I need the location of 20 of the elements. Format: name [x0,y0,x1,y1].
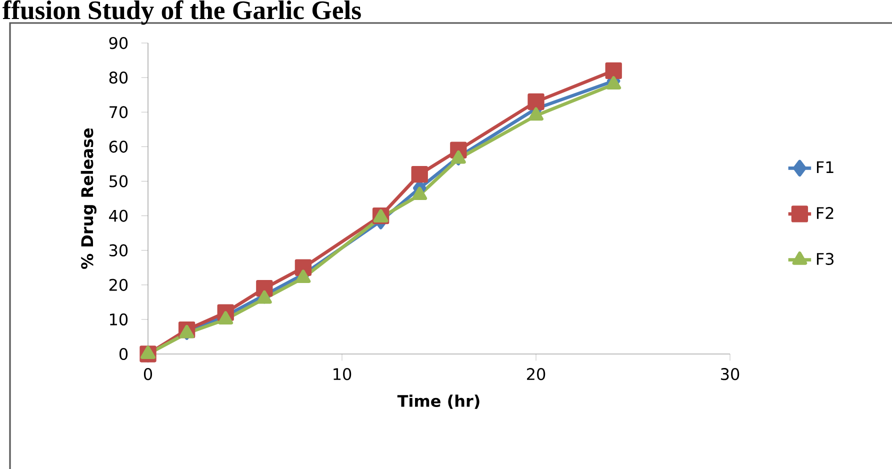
legend-label: F1 [816,161,834,174]
y-tick-label: 20 [109,278,128,291]
y-tick-label: 90 [109,36,128,50]
legend-label: F3 [816,252,834,265]
y-tick-label: 40 [109,210,128,222]
y-axis-title: % Drug Release [80,128,96,269]
y-tick-label: 0 [119,348,128,360]
y-tick-label: 10 [110,313,128,326]
y-tick-label: 60 [109,140,128,153]
chart-title: ffusion Study of the Garlic Gels [2,0,361,25]
x-tick-label: 20 [526,368,546,380]
x-tick-label: 10 [334,368,352,380]
y-tick-label: 50 [110,175,128,188]
x-tick-label: 30 [721,368,740,380]
x-axis-title: Time (hr) [397,394,480,409]
y-tick-label: 30 [109,244,128,256]
y-tick-label: 70 [110,106,128,118]
legend-label: F2 [816,207,834,219]
x-tick-label: 0 [144,368,152,380]
y-tick-label: 80 [109,72,128,84]
